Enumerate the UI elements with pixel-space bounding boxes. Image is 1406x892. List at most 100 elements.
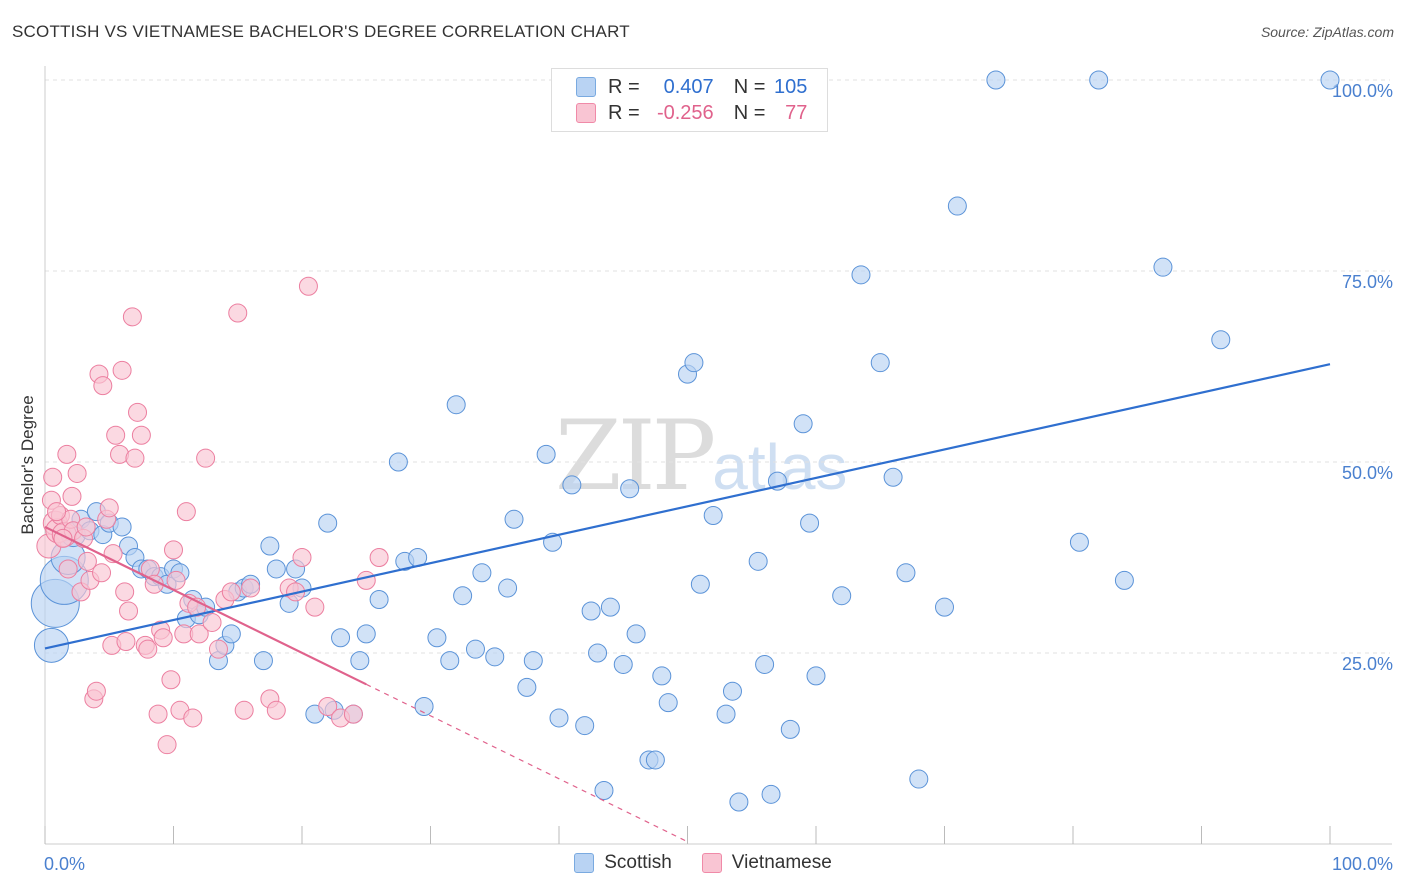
series-swatch-vietnamese	[701, 853, 722, 873]
vietnamese-point	[116, 632, 136, 652]
legend-r-label: R =	[608, 101, 640, 124]
vietnamese-point	[161, 670, 181, 690]
scottish-point	[260, 536, 280, 556]
scottish-point	[356, 624, 376, 644]
scottish-point	[485, 647, 505, 667]
vietnamese-point	[266, 700, 286, 720]
vietnamese-point	[153, 628, 173, 648]
vietnamese-point	[305, 597, 325, 617]
vietnamese-point	[125, 448, 145, 468]
y-tick-label: 25.0%	[1342, 654, 1393, 674]
scottish-point	[549, 708, 569, 728]
scottish-point	[581, 601, 601, 621]
vietnamese-point	[176, 502, 196, 522]
vietnamese-trend-extension	[365, 683, 688, 843]
vietnamese-point	[93, 376, 113, 396]
vietnamese-point	[67, 463, 87, 483]
series-legend: Scottish Vietnamese	[0, 852, 1406, 874]
legend-r-value-vietnamese: -0.256	[656, 101, 714, 124]
scottish-point	[331, 628, 351, 648]
vietnamese-point	[92, 563, 112, 583]
scottish-point	[947, 196, 967, 216]
legend-row-scottish: R = 0.407 N = 105	[576, 75, 807, 99]
legend-n-label: N =	[733, 101, 766, 124]
scottish-point	[446, 395, 466, 415]
scottish-point	[761, 784, 781, 804]
vietnamese-point	[119, 601, 139, 621]
legend-n-value-vietnamese: 77	[785, 101, 808, 124]
scottish-point	[613, 654, 633, 674]
scottish-point	[33, 627, 69, 663]
vietnamese-point	[138, 639, 158, 659]
scottish-point	[748, 551, 768, 571]
vietnamese-point	[62, 486, 82, 506]
scottish-point	[1153, 257, 1173, 277]
x-tick-label: 100.0%	[1332, 854, 1393, 874]
legend-n-value-scottish: 105	[774, 75, 808, 98]
vietnamese-point	[157, 735, 177, 755]
scottish-point	[703, 505, 723, 525]
legend-swatch-vietnamese	[576, 103, 596, 123]
scottish-point	[870, 353, 890, 373]
scottish-point	[440, 651, 460, 671]
scottish-point	[600, 597, 620, 617]
vietnamese-point	[189, 624, 209, 644]
series-label-vietnamese: Vietnamese	[731, 852, 832, 873]
scottish-point	[350, 651, 370, 671]
y-axis-label: Bachelor's Degree	[18, 395, 37, 535]
scottish-point	[658, 693, 678, 713]
scottish-point	[562, 475, 582, 495]
vietnamese-point	[58, 559, 78, 579]
scottish-point	[935, 597, 954, 617]
series-swatch-scottish	[574, 853, 595, 873]
scottish-point	[1320, 70, 1340, 90]
y-tick-label: 75.0%	[1342, 272, 1393, 292]
legend-swatch-scottish	[576, 77, 596, 97]
scottish-point	[1089, 70, 1109, 90]
vietnamese-point	[356, 570, 376, 590]
scottish-point	[465, 639, 485, 659]
scottish-point	[800, 513, 820, 533]
scottish-point	[536, 444, 556, 464]
vietnamese-point	[202, 612, 222, 632]
series-label-scottish: Scottish	[604, 852, 672, 873]
x-tick-label: 0.0%	[44, 854, 85, 874]
vietnamese-point	[57, 444, 77, 464]
scottish-point	[504, 509, 524, 529]
y-tick-label: 50.0%	[1342, 463, 1393, 483]
scottish-point	[626, 624, 646, 644]
scottish-point	[523, 651, 543, 671]
scottish-point	[594, 781, 614, 801]
scottish-point	[369, 590, 389, 610]
scottish-point	[620, 479, 640, 499]
vietnamese-point	[228, 303, 248, 323]
y-tick-label: 100.0%	[1332, 81, 1393, 101]
series-legend-vietnamese[interactable]: Vietnamese	[701, 852, 832, 874]
vietnamese-point	[369, 548, 389, 567]
scottish-point	[690, 574, 710, 594]
scottish-point	[388, 452, 408, 472]
scottish-point	[896, 563, 916, 583]
scottish-point	[588, 643, 608, 663]
scottish-point	[1211, 330, 1231, 350]
scottish-trend-line	[44, 363, 1331, 650]
scottish-point	[755, 654, 775, 674]
scottish-point	[722, 681, 742, 701]
vietnamese-point	[76, 517, 96, 537]
vietnamese-point	[128, 402, 148, 422]
legend-r-label: R =	[608, 75, 640, 98]
series-legend-scottish[interactable]: Scottish	[574, 852, 672, 874]
vietnamese-point	[131, 425, 151, 445]
vietnamese-trend-line	[44, 525, 367, 686]
legend-row-vietnamese: R = -0.256 N = 77	[576, 101, 807, 125]
chart-source: Source: ZipAtlas.com	[1260, 24, 1394, 40]
vietnamese-point	[43, 467, 63, 487]
scottish-point	[883, 467, 903, 487]
scottish-point	[253, 651, 273, 671]
scottish-point	[414, 696, 434, 716]
scottish-point	[1114, 570, 1134, 590]
scottish-point	[832, 586, 852, 606]
vietnamese-point	[234, 700, 254, 720]
vietnamese-point	[221, 582, 241, 602]
